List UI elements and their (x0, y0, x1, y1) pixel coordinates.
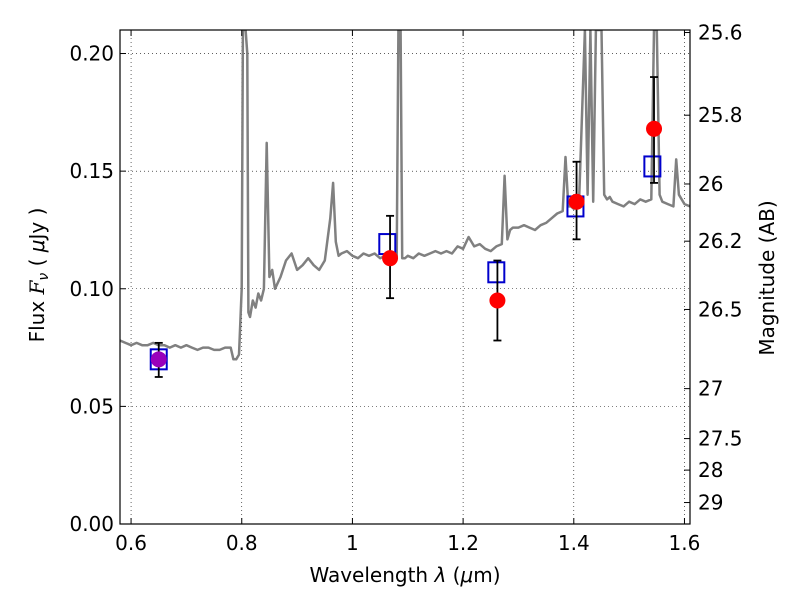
x-tick-label: 0.6 (115, 531, 147, 555)
x-axis-label: Wavelength λ (μm) (309, 563, 500, 587)
mag-tick-label: 26.5 (698, 297, 743, 321)
plot-background (120, 30, 690, 524)
x-tick-label: 0.8 (226, 531, 258, 555)
x-tick-label: 1.6 (669, 531, 701, 555)
model-point (487, 261, 506, 284)
y-axis-label: Flux Fν ( μJy ) (25, 208, 52, 343)
measured-point (382, 250, 399, 267)
y-tick-label: 0.05 (69, 394, 114, 418)
mag-tick-label: 25.6 (698, 21, 743, 45)
plot-frame (119, 29, 691, 525)
mag-tick-label: 26 (698, 172, 723, 196)
mag-tick-label: 27.5 (698, 427, 743, 451)
measured-point (489, 292, 506, 309)
y-axis-right-label: Magnitude (AB) (755, 200, 779, 355)
mag-tick-label: 26.2 (698, 229, 743, 253)
mag-tick-label: 28 (698, 458, 723, 482)
measured-point (568, 193, 585, 210)
y-tick-label: 0.00 (69, 512, 114, 536)
y-tick-label: 0.20 (69, 42, 114, 66)
x-tick-label: 1 (346, 531, 359, 555)
mag-tick-label: 29 (698, 491, 723, 515)
y-tick-label: 0.15 (69, 159, 114, 183)
plot-area (120, 30, 690, 378)
measured-point (646, 120, 663, 137)
measured-point (150, 351, 167, 368)
model-point (643, 155, 662, 178)
mag-tick-label: 25.8 (698, 103, 743, 127)
mag-tick-label: 27 (698, 377, 723, 401)
ticks: 0.6 0.8 1 1.2 1.4 1.6 0.00 0.05 0.10 0.15 0.20 25.6… (69, 21, 742, 555)
spectrum-line (120, 30, 690, 361)
y-tick-label: 0.10 (69, 277, 114, 301)
x-tick-label: 1.2 (447, 531, 479, 555)
x-tick-label: 1.4 (558, 531, 590, 555)
